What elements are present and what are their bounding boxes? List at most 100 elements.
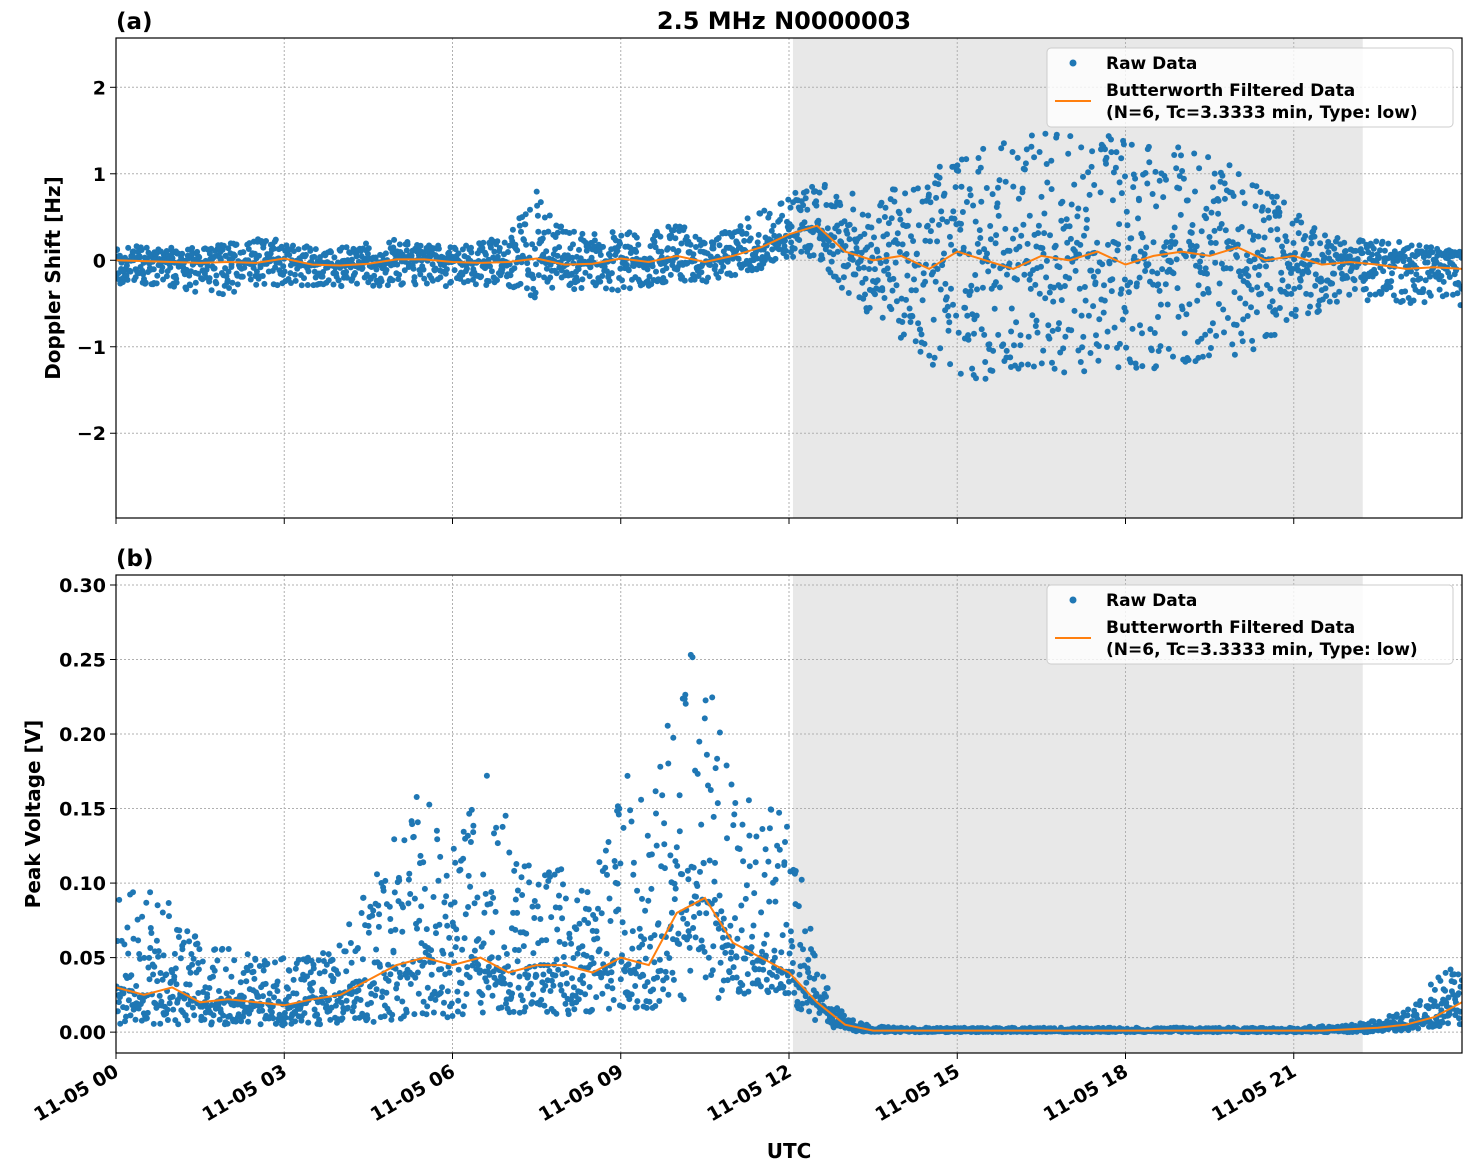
raw-data-point [559, 915, 566, 922]
raw-data-point [1181, 330, 1188, 337]
raw-data-point [1010, 235, 1016, 242]
raw-data-point [716, 242, 723, 249]
raw-data-point [744, 971, 751, 978]
raw-data-point [301, 1010, 308, 1017]
raw-data-point [1180, 175, 1187, 182]
raw-data-point [782, 237, 788, 244]
raw-data-point [824, 242, 830, 249]
raw-data-point [566, 230, 573, 236]
raw-data-point [1344, 274, 1351, 281]
raw-data-point [551, 871, 558, 878]
raw-data-point [1120, 141, 1127, 148]
raw-data-point [561, 941, 568, 948]
raw-data-point [354, 280, 360, 287]
raw-data-point [498, 1004, 505, 1011]
raw-data-point [1234, 254, 1240, 260]
raw-data-point [998, 145, 1005, 152]
raw-data-point [1233, 322, 1240, 328]
raw-data-point [788, 937, 795, 944]
raw-data-point [1270, 199, 1277, 206]
raw-data-point [698, 937, 705, 944]
raw-data-point [548, 977, 555, 984]
raw-data-point [1084, 216, 1090, 223]
raw-data-point [1118, 286, 1125, 293]
raw-data-point [1141, 251, 1148, 258]
y-tick-label: −1 [77, 337, 106, 359]
raw-data-point [454, 935, 461, 942]
raw-data-point [868, 241, 875, 248]
raw-data-point [693, 244, 699, 250]
raw-data-point [382, 877, 389, 884]
raw-data-point [461, 1003, 467, 1010]
raw-data-point [639, 941, 646, 948]
raw-data-point [931, 354, 938, 361]
raw-data-point [972, 218, 979, 225]
raw-data-point [159, 909, 166, 916]
raw-data-point [134, 916, 141, 923]
raw-data-point [133, 983, 140, 989]
raw-data-point [849, 256, 856, 263]
raw-data-point [485, 963, 492, 970]
raw-data-point [1112, 164, 1119, 171]
raw-data-point [184, 1017, 191, 1024]
raw-data-point [827, 269, 834, 276]
raw-data-point [989, 191, 996, 198]
raw-data-point [1021, 271, 1028, 278]
raw-data-point [805, 956, 812, 963]
raw-data-point [973, 375, 979, 382]
raw-data-point [588, 954, 595, 961]
raw-data-point [443, 872, 450, 879]
raw-data-point [796, 237, 803, 243]
raw-data-point [766, 898, 773, 905]
raw-data-point [417, 271, 424, 278]
raw-data-point [690, 864, 697, 871]
raw-data-point [1211, 227, 1218, 234]
raw-data-point [468, 806, 475, 813]
raw-data-point [522, 211, 529, 218]
raw-data-point [1222, 227, 1229, 234]
raw-data-point [617, 860, 624, 867]
raw-data-point [901, 312, 908, 319]
raw-data-point [138, 247, 145, 253]
raw-data-point [556, 938, 563, 945]
raw-data-point [646, 273, 653, 280]
raw-data-point [1249, 337, 1256, 344]
raw-data-point [702, 974, 709, 981]
legend-filtered-params: (N=6, Tc=3.3333 min, Type: low) [1106, 103, 1418, 123]
raw-data-point [552, 972, 559, 979]
raw-data-point [292, 277, 299, 284]
raw-data-point [1025, 361, 1031, 368]
raw-data-point [746, 863, 753, 870]
raw-data-point [191, 1012, 198, 1019]
raw-data-point [712, 859, 718, 866]
raw-data-point [1179, 306, 1186, 313]
raw-data-point [553, 270, 560, 277]
raw-data-point [302, 251, 309, 258]
raw-data-point [1042, 295, 1049, 302]
raw-data-point [163, 273, 170, 280]
raw-data-point [616, 805, 623, 812]
raw-data-point [1185, 357, 1192, 363]
raw-data-point [1207, 327, 1214, 334]
raw-data-point [295, 956, 302, 963]
raw-data-point [644, 832, 651, 839]
raw-data-point [344, 1004, 351, 1011]
raw-data-point [244, 967, 251, 974]
raw-data-point [285, 993, 292, 1000]
raw-data-point [772, 876, 779, 883]
raw-data-point [1400, 258, 1407, 265]
raw-data-point [952, 184, 959, 191]
raw-data-point [861, 231, 868, 237]
raw-data-point [468, 244, 474, 251]
raw-data-point [902, 190, 909, 197]
raw-data-point [715, 925, 722, 932]
raw-data-point [325, 951, 332, 958]
raw-data-point [482, 265, 489, 272]
raw-data-point [479, 992, 486, 999]
raw-data-point [231, 288, 238, 295]
raw-data-point [385, 977, 392, 984]
raw-data-point [813, 198, 820, 205]
raw-data-point [893, 282, 900, 289]
raw-data-point [1321, 254, 1328, 261]
